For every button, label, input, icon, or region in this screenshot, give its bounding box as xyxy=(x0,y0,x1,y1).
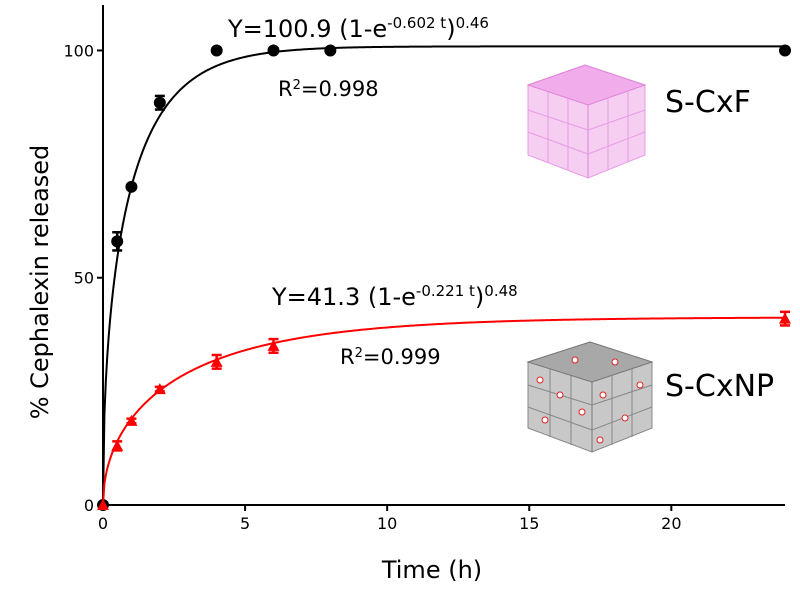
annotation: Y=100.9 (1-e-0.602 t)0.46 xyxy=(227,14,489,43)
annotation-part: R xyxy=(278,77,293,101)
annotation-part: -0.602 t xyxy=(387,14,446,32)
cube-pink xyxy=(526,64,647,179)
point xyxy=(97,499,109,510)
annotation-part: Y=100.9 (1-e xyxy=(227,15,387,43)
point xyxy=(324,44,337,57)
x-tick-label: 20 xyxy=(661,514,681,533)
cube-gray xyxy=(526,341,654,453)
point xyxy=(779,312,791,324)
fit-curve xyxy=(102,316,786,506)
point xyxy=(779,44,791,57)
y-tick-label: 50 xyxy=(74,269,94,288)
annotation-part: =0.998 xyxy=(301,77,379,101)
y-tick-label: 100 xyxy=(63,41,94,60)
point xyxy=(125,180,138,193)
point xyxy=(267,339,280,351)
annotation-part: R xyxy=(340,345,355,369)
point xyxy=(153,96,166,109)
annotation-part: 0.48 xyxy=(484,282,517,300)
annotation: R2=0.999 xyxy=(340,345,441,369)
annotation-part: 2 xyxy=(355,346,363,361)
fit-curve xyxy=(102,45,785,506)
annotation-part: ) xyxy=(446,15,455,43)
point xyxy=(210,44,223,57)
point xyxy=(111,235,124,248)
series-label: S-CxF xyxy=(665,85,751,120)
point xyxy=(153,383,166,395)
annotation-part: ) xyxy=(475,283,484,311)
point xyxy=(210,355,223,367)
x-tick-label: 5 xyxy=(240,514,250,533)
point xyxy=(125,414,138,426)
x-tick-label: 0 xyxy=(98,514,108,533)
annotation-part: 0.46 xyxy=(456,14,489,32)
x-tick-label: 10 xyxy=(377,514,397,533)
annotation-part: -0.221 t xyxy=(416,282,475,300)
x-tick-label: 15 xyxy=(519,514,539,533)
y-tick-label: 0 xyxy=(84,496,94,515)
point xyxy=(111,439,124,451)
x-axis-label: Time (h) xyxy=(381,556,482,584)
point xyxy=(267,44,280,57)
annotation-part: Y=41.3 (1-e xyxy=(271,283,416,311)
annotation: R2=0.998 xyxy=(278,77,379,101)
annotation-part: =0.999 xyxy=(363,345,441,369)
annotation-part: 2 xyxy=(293,78,301,93)
series-label: S-CxNP xyxy=(665,369,774,404)
annotation: Y=41.3 (1-e-0.221 t)0.48 xyxy=(271,282,518,311)
y-axis-label: % Cephalexin released xyxy=(26,145,54,420)
